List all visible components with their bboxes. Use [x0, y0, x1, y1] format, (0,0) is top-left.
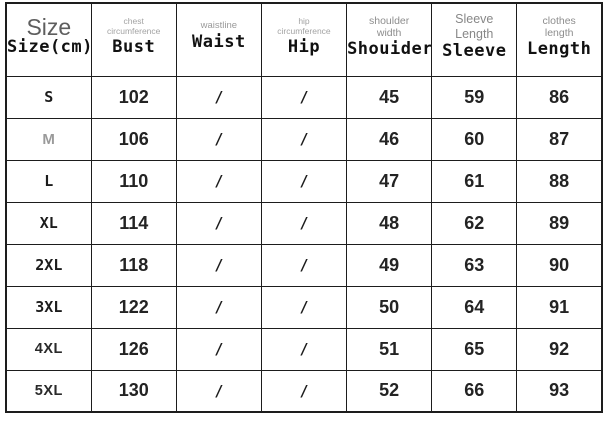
cell-waist-xl: / [175, 201, 262, 245]
cell-bust-5xl: 130 [90, 369, 177, 413]
cell-hip-m: / [260, 117, 348, 161]
cell-hip-xl: / [260, 201, 348, 245]
cell-bust-4xl: 126 [90, 327, 177, 371]
row-label-s: S [5, 75, 92, 119]
cell-hip-5xl: / [260, 369, 348, 413]
row-label-3xl: 3XL [5, 285, 92, 329]
cell-shoulder-xl: 48 [346, 201, 433, 245]
cell-length-l: 88 [516, 159, 603, 203]
cell-waist-4xl: / [175, 327, 262, 371]
cell-hip-3xl: / [260, 285, 348, 329]
header-waist-label: Waist [192, 32, 246, 53]
cell-sleeve-m: 60 [431, 117, 518, 161]
table-row-m: M 106 / / 46 60 87 [5, 117, 603, 161]
table-row-l: L 110 / / 47 61 88 [5, 159, 603, 203]
cell-hip-2xl: / [260, 243, 348, 287]
cell-waist-s: / [175, 75, 262, 119]
header-length-label: Length [526, 38, 592, 59]
row-label-m: M [5, 117, 92, 161]
row-label-4xl: 4XL [5, 327, 92, 371]
header-shoulder: shoulder width Shouider [346, 2, 433, 77]
header-size-subtitle: Size [26, 14, 72, 41]
cell-waist-m: / [175, 117, 262, 161]
header-bust-subtitle: chest circumference [107, 16, 161, 36]
cell-hip-l: / [260, 159, 348, 203]
row-label-5xl: 5XL [5, 369, 92, 413]
cell-bust-m: 106 [90, 117, 177, 161]
cell-waist-3xl: / [175, 285, 262, 329]
header-sleeve-label: Sleeve [442, 41, 507, 62]
cell-sleeve-xl: 62 [431, 201, 518, 245]
cell-shoulder-s: 45 [346, 75, 433, 119]
row-label-2xl: 2XL [5, 243, 92, 287]
cell-sleeve-l: 61 [431, 159, 518, 203]
table-row-3xl: 3XL 122 / / 50 64 91 [5, 285, 603, 329]
cell-length-3xl: 91 [516, 285, 603, 329]
header-row: Size Size(cm) chest circumference Bust w… [5, 2, 603, 77]
header-size-label: Size(cm) [7, 37, 92, 58]
cell-shoulder-3xl: 50 [346, 285, 433, 329]
header-shoulder-label: Shouider [347, 38, 432, 59]
row-label-l: L [5, 159, 92, 203]
cell-shoulder-2xl: 49 [346, 243, 433, 287]
cell-hip-4xl: / [260, 327, 348, 371]
table-row-5xl: 5XL 130 / / 52 66 93 [5, 369, 603, 413]
header-bust-label: Bust [112, 36, 156, 57]
cell-shoulder-m: 46 [346, 117, 433, 161]
cell-bust-xl: 114 [90, 201, 177, 245]
cell-length-m: 87 [516, 117, 603, 161]
header-hip-label: Hip [287, 36, 321, 57]
size-chart-body: S 102 / / 45 59 86 M 106 / / 46 60 87 L … [5, 75, 603, 413]
table-row-4xl: 4XL 126 / / 51 65 92 [5, 327, 603, 371]
cell-bust-3xl: 122 [90, 285, 177, 329]
cell-waist-l: / [175, 159, 262, 203]
header-length-subtitle: clothes length [542, 14, 576, 39]
cell-length-2xl: 90 [516, 243, 603, 287]
row-label-xl: XL [5, 201, 92, 245]
header-waist-subtitle: waistline [200, 20, 238, 32]
header-hip-subtitle: hip circumference [277, 16, 331, 36]
cell-length-4xl: 92 [516, 327, 603, 371]
cell-sleeve-5xl: 66 [431, 369, 518, 413]
size-chart-header: Size Size(cm) chest circumference Bust w… [5, 2, 603, 77]
cell-waist-5xl: / [175, 369, 262, 413]
table-row-2xl: 2XL 118 / / 49 63 90 [5, 243, 603, 287]
header-size: Size Size(cm) [5, 2, 92, 77]
cell-hip-s: / [260, 75, 348, 119]
header-sleeve: Sleeve Length Sleeve [431, 2, 518, 77]
table-row-xl: XL 114 / / 48 62 89 [5, 201, 603, 245]
cell-length-5xl: 93 [516, 369, 603, 413]
cell-shoulder-5xl: 52 [346, 369, 433, 413]
size-chart-table: Size Size(cm) chest circumference Bust w… [5, 2, 603, 413]
header-waist: waistline Waist [175, 2, 262, 77]
cell-sleeve-3xl: 64 [431, 285, 518, 329]
header-length: clothes length Length [516, 2, 603, 77]
header-sleeve-subtitle: Sleeve Length [455, 12, 494, 41]
cell-waist-2xl: / [175, 243, 262, 287]
table-row-s: S 102 / / 45 59 86 [5, 75, 603, 119]
header-hip: hip circumference Hip [260, 2, 348, 77]
cell-shoulder-l: 47 [346, 159, 433, 203]
cell-sleeve-s: 59 [431, 75, 518, 119]
cell-shoulder-4xl: 51 [346, 327, 433, 371]
header-bust: chest circumference Bust [90, 2, 177, 77]
cell-sleeve-2xl: 63 [431, 243, 518, 287]
cell-bust-2xl: 118 [90, 243, 177, 287]
cell-bust-s: 102 [90, 75, 177, 119]
header-shoulder-subtitle: shoulder width [368, 14, 410, 39]
cell-length-xl: 89 [516, 201, 603, 245]
cell-length-s: 86 [516, 75, 603, 119]
cell-bust-l: 110 [90, 159, 177, 203]
cell-sleeve-4xl: 65 [431, 327, 518, 371]
